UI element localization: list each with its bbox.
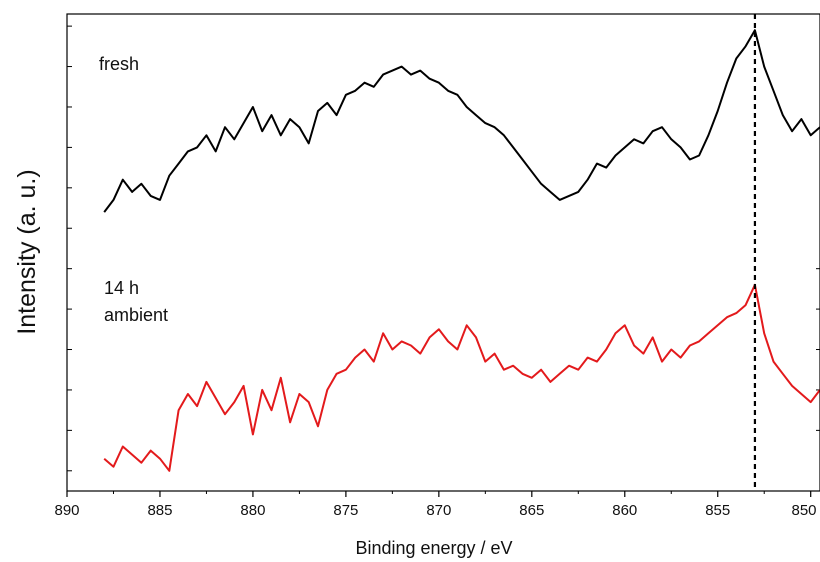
x-tick-label: 890 (54, 502, 79, 519)
x-tick-label: 855 (705, 502, 730, 519)
x-tick-label: 875 (333, 502, 358, 519)
series-group (103, 29, 820, 472)
y-axis-label: Intensity (a. u.) (13, 169, 41, 334)
x-tick-label: 850 (791, 502, 816, 519)
annotation-ambient: ambient (104, 305, 168, 325)
annotation-14h: 14 h (104, 278, 139, 298)
x-tick-label: 860 (612, 502, 637, 519)
series-line-red (103, 283, 820, 472)
series-line-black (103, 29, 820, 213)
x-tick-label: 885 (147, 502, 172, 519)
x-axis-ticks: 890 885 880 875 870 865 860 855 850 (54, 491, 817, 519)
plot-frame (66, 13, 820, 492)
annotation-fresh: fresh (99, 54, 139, 74)
y-axis-ticks (67, 25, 72, 472)
x-axis-label: Binding energy / eV (355, 538, 512, 558)
x-tick-label: 880 (240, 502, 265, 519)
x-tick-label: 865 (519, 502, 544, 519)
x-tick-label: 870 (426, 502, 451, 519)
